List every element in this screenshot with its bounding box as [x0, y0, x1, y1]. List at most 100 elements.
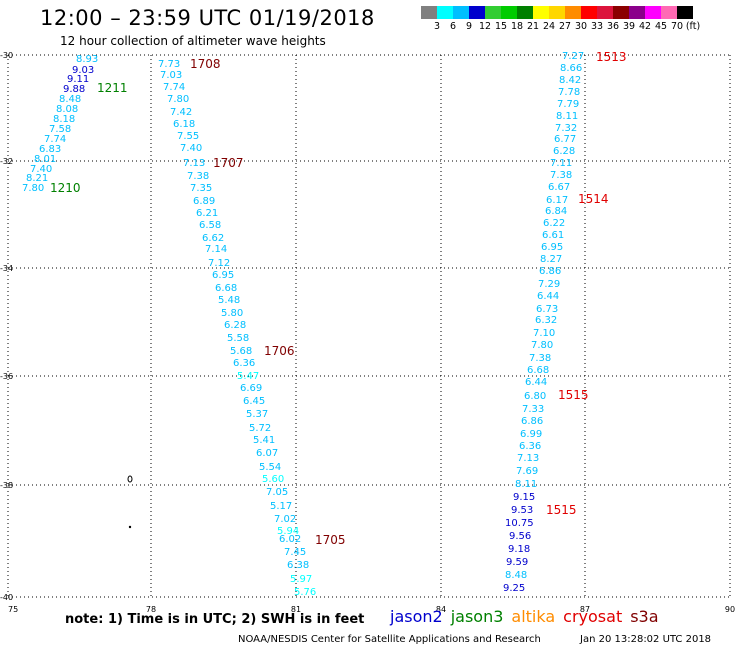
wave-height-value: 6.61	[542, 230, 564, 241]
wave-height-value: 8.01	[34, 154, 56, 165]
wave-height-value: 8.11	[515, 479, 537, 490]
wave-height-value: 5.41	[253, 435, 275, 446]
wave-height-value: 6.86	[539, 266, 561, 277]
wave-height-value: 5.72	[249, 423, 271, 434]
island-dot	[128, 525, 132, 529]
legend-swatch	[453, 6, 469, 19]
legend-swatch	[533, 6, 549, 19]
legend-label: 33	[590, 21, 604, 32]
satellite-jason2: jason2	[390, 607, 443, 626]
track-id: 1513	[596, 50, 627, 64]
wave-height-value: 8.21	[26, 173, 48, 184]
legend-swatch	[581, 6, 597, 19]
wave-height-value: 9.53	[511, 505, 533, 516]
wave-height-value: 8.42	[559, 75, 581, 86]
satellite-cryosat: cryosat	[563, 607, 623, 626]
wave-height-value: 6.77	[554, 134, 576, 145]
color-legend: 3 6 9 12 15 18 21 24 27 30 33 36 39 42 45 70 (ft)	[421, 6, 700, 33]
wave-height-value: 7.80	[22, 183, 44, 194]
lat-label: -36	[0, 372, 13, 381]
legend-label: 12	[478, 21, 492, 32]
wave-height-value: 5.76	[294, 587, 316, 598]
legend-label: 30	[574, 21, 588, 32]
wave-height-value: 7.05	[266, 487, 288, 498]
legend-swatch	[469, 6, 485, 19]
wave-height-value: 9.88	[63, 84, 85, 95]
lat-label: -32	[0, 157, 13, 166]
wave-height-value: 7.45	[284, 547, 306, 558]
note-text: note: 1) Time is in UTC; 2) SWH is in fe…	[65, 612, 365, 627]
wave-height-value: 9.15	[513, 492, 535, 503]
wave-height-value: 8.93	[76, 54, 98, 65]
wave-height-value: 9.18	[508, 544, 530, 555]
legend-label: 45	[654, 21, 668, 32]
wave-height-value: 6.84	[545, 206, 567, 217]
legend-label: 6	[449, 21, 457, 32]
wave-height-value: 6.68	[527, 365, 549, 376]
wave-height-value: 5.17	[270, 501, 292, 512]
legend-label: 36	[606, 21, 620, 32]
track-id: 1708	[190, 57, 221, 71]
lon-label: 78	[146, 605, 156, 614]
wave-height-value: 10.75	[505, 518, 534, 529]
legend-label: 70	[670, 21, 684, 32]
wave-height-value: 6.67	[548, 182, 570, 193]
wave-height-value: 8.18	[53, 114, 75, 125]
wave-height-value: 7.27	[562, 51, 584, 62]
legend-swatch	[421, 6, 437, 19]
track-id: 1515	[546, 503, 577, 517]
wave-height-value: 6.32	[535, 315, 557, 326]
wave-height-value: 5.60	[262, 474, 284, 485]
wave-height-value: 7.32	[555, 123, 577, 134]
lat-label: -38	[0, 481, 13, 490]
legend-swatch	[501, 6, 517, 19]
wave-height-value: 7.12	[208, 258, 230, 269]
wave-height-value: 7.33	[522, 404, 544, 415]
wave-height-value: 5.47	[237, 371, 259, 382]
legend-swatch	[485, 6, 501, 19]
wave-height-value: 8.66	[560, 63, 582, 74]
wave-height-value: 7.02	[274, 514, 296, 525]
wave-height-value: 7.35	[190, 183, 212, 194]
satellite-jason3: jason3	[450, 607, 504, 626]
wave-height-value: 6.80	[524, 391, 546, 402]
wave-height-value: 9.11	[67, 74, 89, 85]
wave-height-value: 6.86	[521, 416, 543, 427]
wave-height-value: 7.58	[49, 124, 71, 135]
legend-label: 9	[465, 21, 473, 32]
wave-height-value: 6.18	[173, 119, 195, 130]
wave-height-value: 7.73	[158, 59, 180, 70]
wave-height-value: 7.78	[558, 87, 580, 98]
track-id: 1705	[315, 533, 346, 547]
wave-height-value: 7.38	[187, 171, 209, 182]
legend-swatch	[677, 6, 693, 19]
wave-height-value: 7.80	[531, 340, 553, 351]
track-id: 1210	[50, 181, 81, 195]
lon-label: 75	[8, 605, 18, 614]
legend-swatch	[437, 6, 453, 19]
wave-height-value: 5.54	[259, 462, 281, 473]
wave-height-value: 7.40	[30, 164, 52, 175]
page-title: 12:00 – 23:59 UTC 01/19/2018	[40, 6, 375, 30]
wave-height-value: 9.03	[72, 65, 94, 76]
wave-height-value: 6.45	[243, 396, 265, 407]
wave-height-value: 7.80	[167, 94, 189, 105]
wave-height-value: 7.03	[160, 70, 182, 81]
legend-swatch	[613, 6, 629, 19]
wave-height-value: 7.29	[538, 279, 560, 290]
wave-height-value: 7.14	[205, 244, 227, 255]
lat-label: -34	[0, 264, 13, 273]
wave-height-value: 7.40	[180, 143, 202, 154]
wave-height-value: 6.28	[224, 320, 246, 331]
wave-height-value: 5.80	[221, 308, 243, 319]
legend-label: 42	[638, 21, 652, 32]
wave-height-value: 7.42	[170, 107, 192, 118]
wave-height-value: 6.89	[193, 196, 215, 207]
wave-height-value: 6.38	[287, 560, 309, 571]
wave-height-value: 9.56	[509, 531, 531, 542]
legend-swatch	[517, 6, 533, 19]
legend-label: (ft)	[685, 21, 701, 32]
track-id: 1515	[558, 388, 589, 402]
footer-credit: NOAA/NESDIS Center for Satellite Applica…	[238, 634, 541, 645]
wave-height-value: 6.95	[212, 270, 234, 281]
